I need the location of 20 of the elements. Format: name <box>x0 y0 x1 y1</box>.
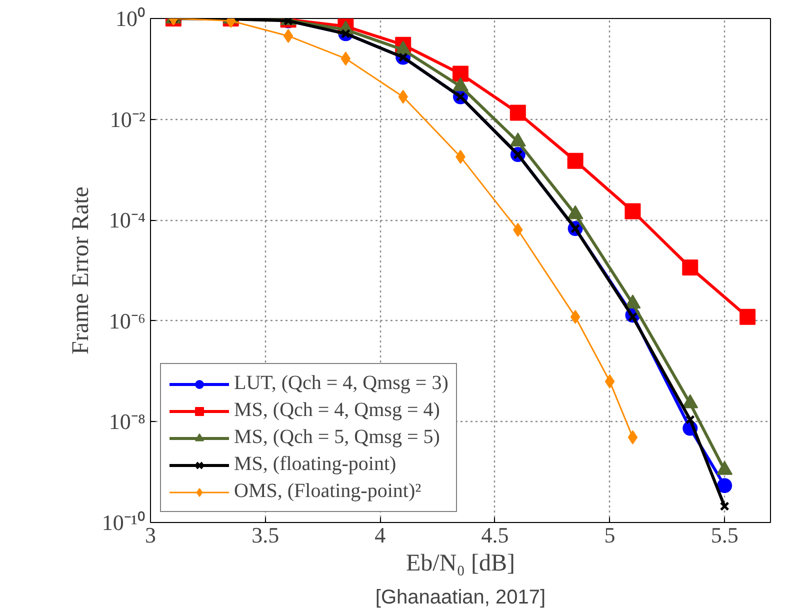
y-axis-title: Frame Error Rate <box>68 186 94 354</box>
text: [Ghanaatian, 2017] <box>375 586 546 608</box>
x-tick-label: 3 <box>145 522 156 548</box>
x-tick-label: 3.5 <box>252 522 280 548</box>
x-tick-label: 5.5 <box>710 522 738 548</box>
legend-label: MS, (floating-point) <box>234 453 396 476</box>
y-tick-label: 10⁻⁶ <box>108 308 146 334</box>
y-tick-label: 10⁻⁴ <box>108 208 146 233</box>
y-tick-label: 10⁻² <box>110 106 146 132</box>
y-tick-label: 10⁻¹⁰ <box>102 510 146 535</box>
legend-label: OMS, (Floating-point)² <box>234 480 422 503</box>
x-tick-label: 5 <box>604 522 616 548</box>
y-tick-label: 10⁻⁸ <box>108 409 146 434</box>
legend-label: LUT, (Qch = 4, Qmsg = 3) <box>234 372 448 395</box>
x-tick-label: 4.5 <box>481 522 509 548</box>
legend-label: MS, (Qch = 4, Qmsg = 4) <box>234 399 440 422</box>
x-tick-label: 4 <box>374 522 386 548</box>
legend-label: MS, (Qch = 5, Qmsg = 5) <box>234 426 440 449</box>
y-tick-label: 10⁰ <box>116 6 146 31</box>
x-axis-title: Eb/N₀ [dB] <box>406 550 516 576</box>
